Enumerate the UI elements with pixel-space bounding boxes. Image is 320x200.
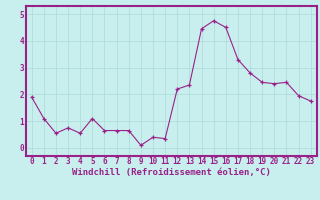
X-axis label: Windchill (Refroidissement éolien,°C): Windchill (Refroidissement éolien,°C)	[72, 168, 271, 177]
